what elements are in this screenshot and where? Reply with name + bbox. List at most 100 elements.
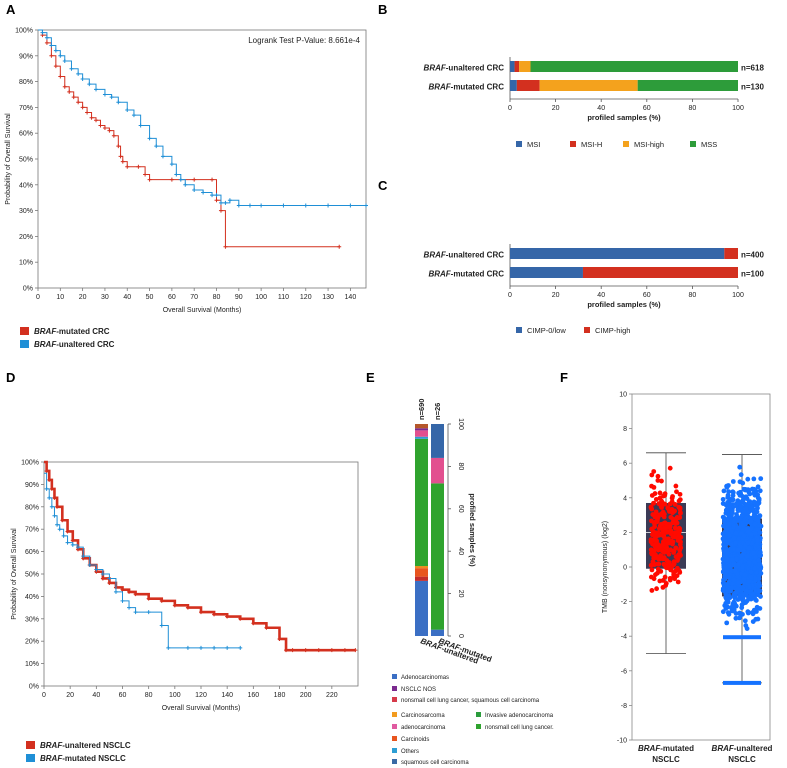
- censor-mark: [89, 115, 94, 120]
- censor-mark: [62, 84, 67, 89]
- censor-mark: [236, 203, 241, 208]
- data-point: [720, 501, 726, 507]
- data-point: [666, 551, 672, 557]
- stack-segment: [431, 483, 444, 630]
- x-tick-label: 80: [145, 692, 153, 699]
- bar-segment-cimp-high: [724, 248, 738, 259]
- category-label-gene: BRAF: [428, 83, 451, 92]
- data-point: [730, 489, 736, 495]
- censor-mark: [238, 645, 243, 650]
- x-axis-label: Overall Survival (Months): [163, 307, 242, 314]
- bar-segment-cimp-0-low: [510, 267, 583, 278]
- y-tick-label: 70%: [19, 105, 33, 112]
- y-tick-label: 6: [623, 461, 627, 468]
- data-point: [757, 488, 763, 494]
- y-tick-label: 70%: [25, 527, 39, 534]
- legend-swatch: [476, 712, 481, 717]
- data-point: [756, 588, 761, 594]
- stack-segment: [415, 566, 428, 569]
- category-label-line2: NSCLC: [652, 755, 680, 764]
- sample-count: n=100: [741, 270, 764, 279]
- censor-mark: [281, 203, 286, 208]
- data-point: [651, 562, 657, 568]
- censor-mark: [53, 48, 58, 53]
- x-tick-label: 40: [597, 105, 605, 112]
- bar-segment-msi-high: [539, 80, 638, 91]
- category-label-suffix: -unaltered CRC: [446, 251, 504, 260]
- data-point: [755, 505, 760, 511]
- data-point: [659, 478, 664, 484]
- data-point: [744, 502, 750, 508]
- data-point: [743, 506, 749, 511]
- sample-count: n=618: [741, 64, 764, 73]
- data-point: [733, 530, 739, 536]
- x-tick-label: 20: [66, 692, 74, 699]
- data-point: [668, 514, 674, 520]
- legend-swatch: [392, 674, 397, 679]
- censor-mark: [47, 495, 52, 500]
- x-tick-label: 80: [213, 294, 221, 301]
- y-tick-label: -8: [621, 703, 627, 710]
- panel-label-b: B: [378, 2, 387, 17]
- data-point: [738, 504, 744, 509]
- legend-swatch: [26, 754, 35, 762]
- y-tick-label: 0: [623, 565, 627, 572]
- x-tick-label: 130: [322, 294, 334, 301]
- censor-mark: [212, 612, 217, 617]
- data-point: [723, 606, 729, 611]
- stack-segment: [431, 629, 444, 636]
- bar-segment-mss: [530, 61, 738, 72]
- legend-swatch: [516, 327, 522, 333]
- data-point: [748, 526, 754, 531]
- data-point: [729, 604, 735, 610]
- data-point: [668, 566, 674, 572]
- data-point: [749, 540, 755, 546]
- data-point: [746, 489, 752, 495]
- data-point: [664, 545, 670, 550]
- data-point: [743, 486, 748, 492]
- y-tick-label: 60%: [25, 549, 39, 556]
- censor-mark: [55, 522, 60, 527]
- stack-segment: [415, 438, 428, 567]
- censor-mark: [127, 589, 132, 594]
- censor-mark: [62, 58, 67, 63]
- data-point: [726, 533, 732, 538]
- censor-mark: [218, 208, 223, 213]
- censor-mark: [290, 648, 295, 653]
- y-tick-label: 30%: [19, 208, 33, 215]
- legend-swatch: [26, 741, 35, 749]
- censor-mark: [166, 645, 171, 650]
- data-point: [757, 583, 763, 589]
- data-point: [732, 568, 738, 574]
- data-point: [724, 551, 730, 556]
- y-tick-label: 100%: [21, 460, 39, 467]
- censor-mark: [107, 128, 112, 133]
- legend-label-suffix: -mutated CRC: [56, 327, 110, 336]
- stack-segment: [415, 430, 428, 437]
- censor-mark: [199, 610, 203, 615]
- survival-curve-first: [44, 460, 356, 652]
- legend-label: BRAF-unaltered NSCLC: [40, 741, 131, 750]
- data-point: [732, 547, 738, 552]
- data-point: [753, 576, 758, 581]
- data-point: [730, 497, 736, 503]
- y-axis-label: profiled samples (%): [468, 493, 477, 567]
- legend-label: NSCLC NOS: [401, 687, 436, 693]
- data-point: [757, 550, 763, 555]
- data-point: [659, 511, 665, 516]
- y-tick-label: -2: [621, 599, 627, 606]
- censor-mark: [53, 64, 58, 69]
- censor-mark: [277, 636, 282, 641]
- censor-mark: [225, 645, 230, 650]
- category-label: BRAF-mutated: [638, 744, 694, 753]
- survival-curve-second: [38, 29, 366, 206]
- data-point: [665, 505, 671, 511]
- data-point: [720, 580, 726, 586]
- censor-mark: [107, 580, 112, 585]
- data-point: [678, 510, 683, 516]
- data-point: [737, 615, 742, 621]
- data-point: [750, 507, 756, 512]
- y-tick-label: -6: [621, 668, 627, 675]
- censor-mark: [192, 187, 197, 192]
